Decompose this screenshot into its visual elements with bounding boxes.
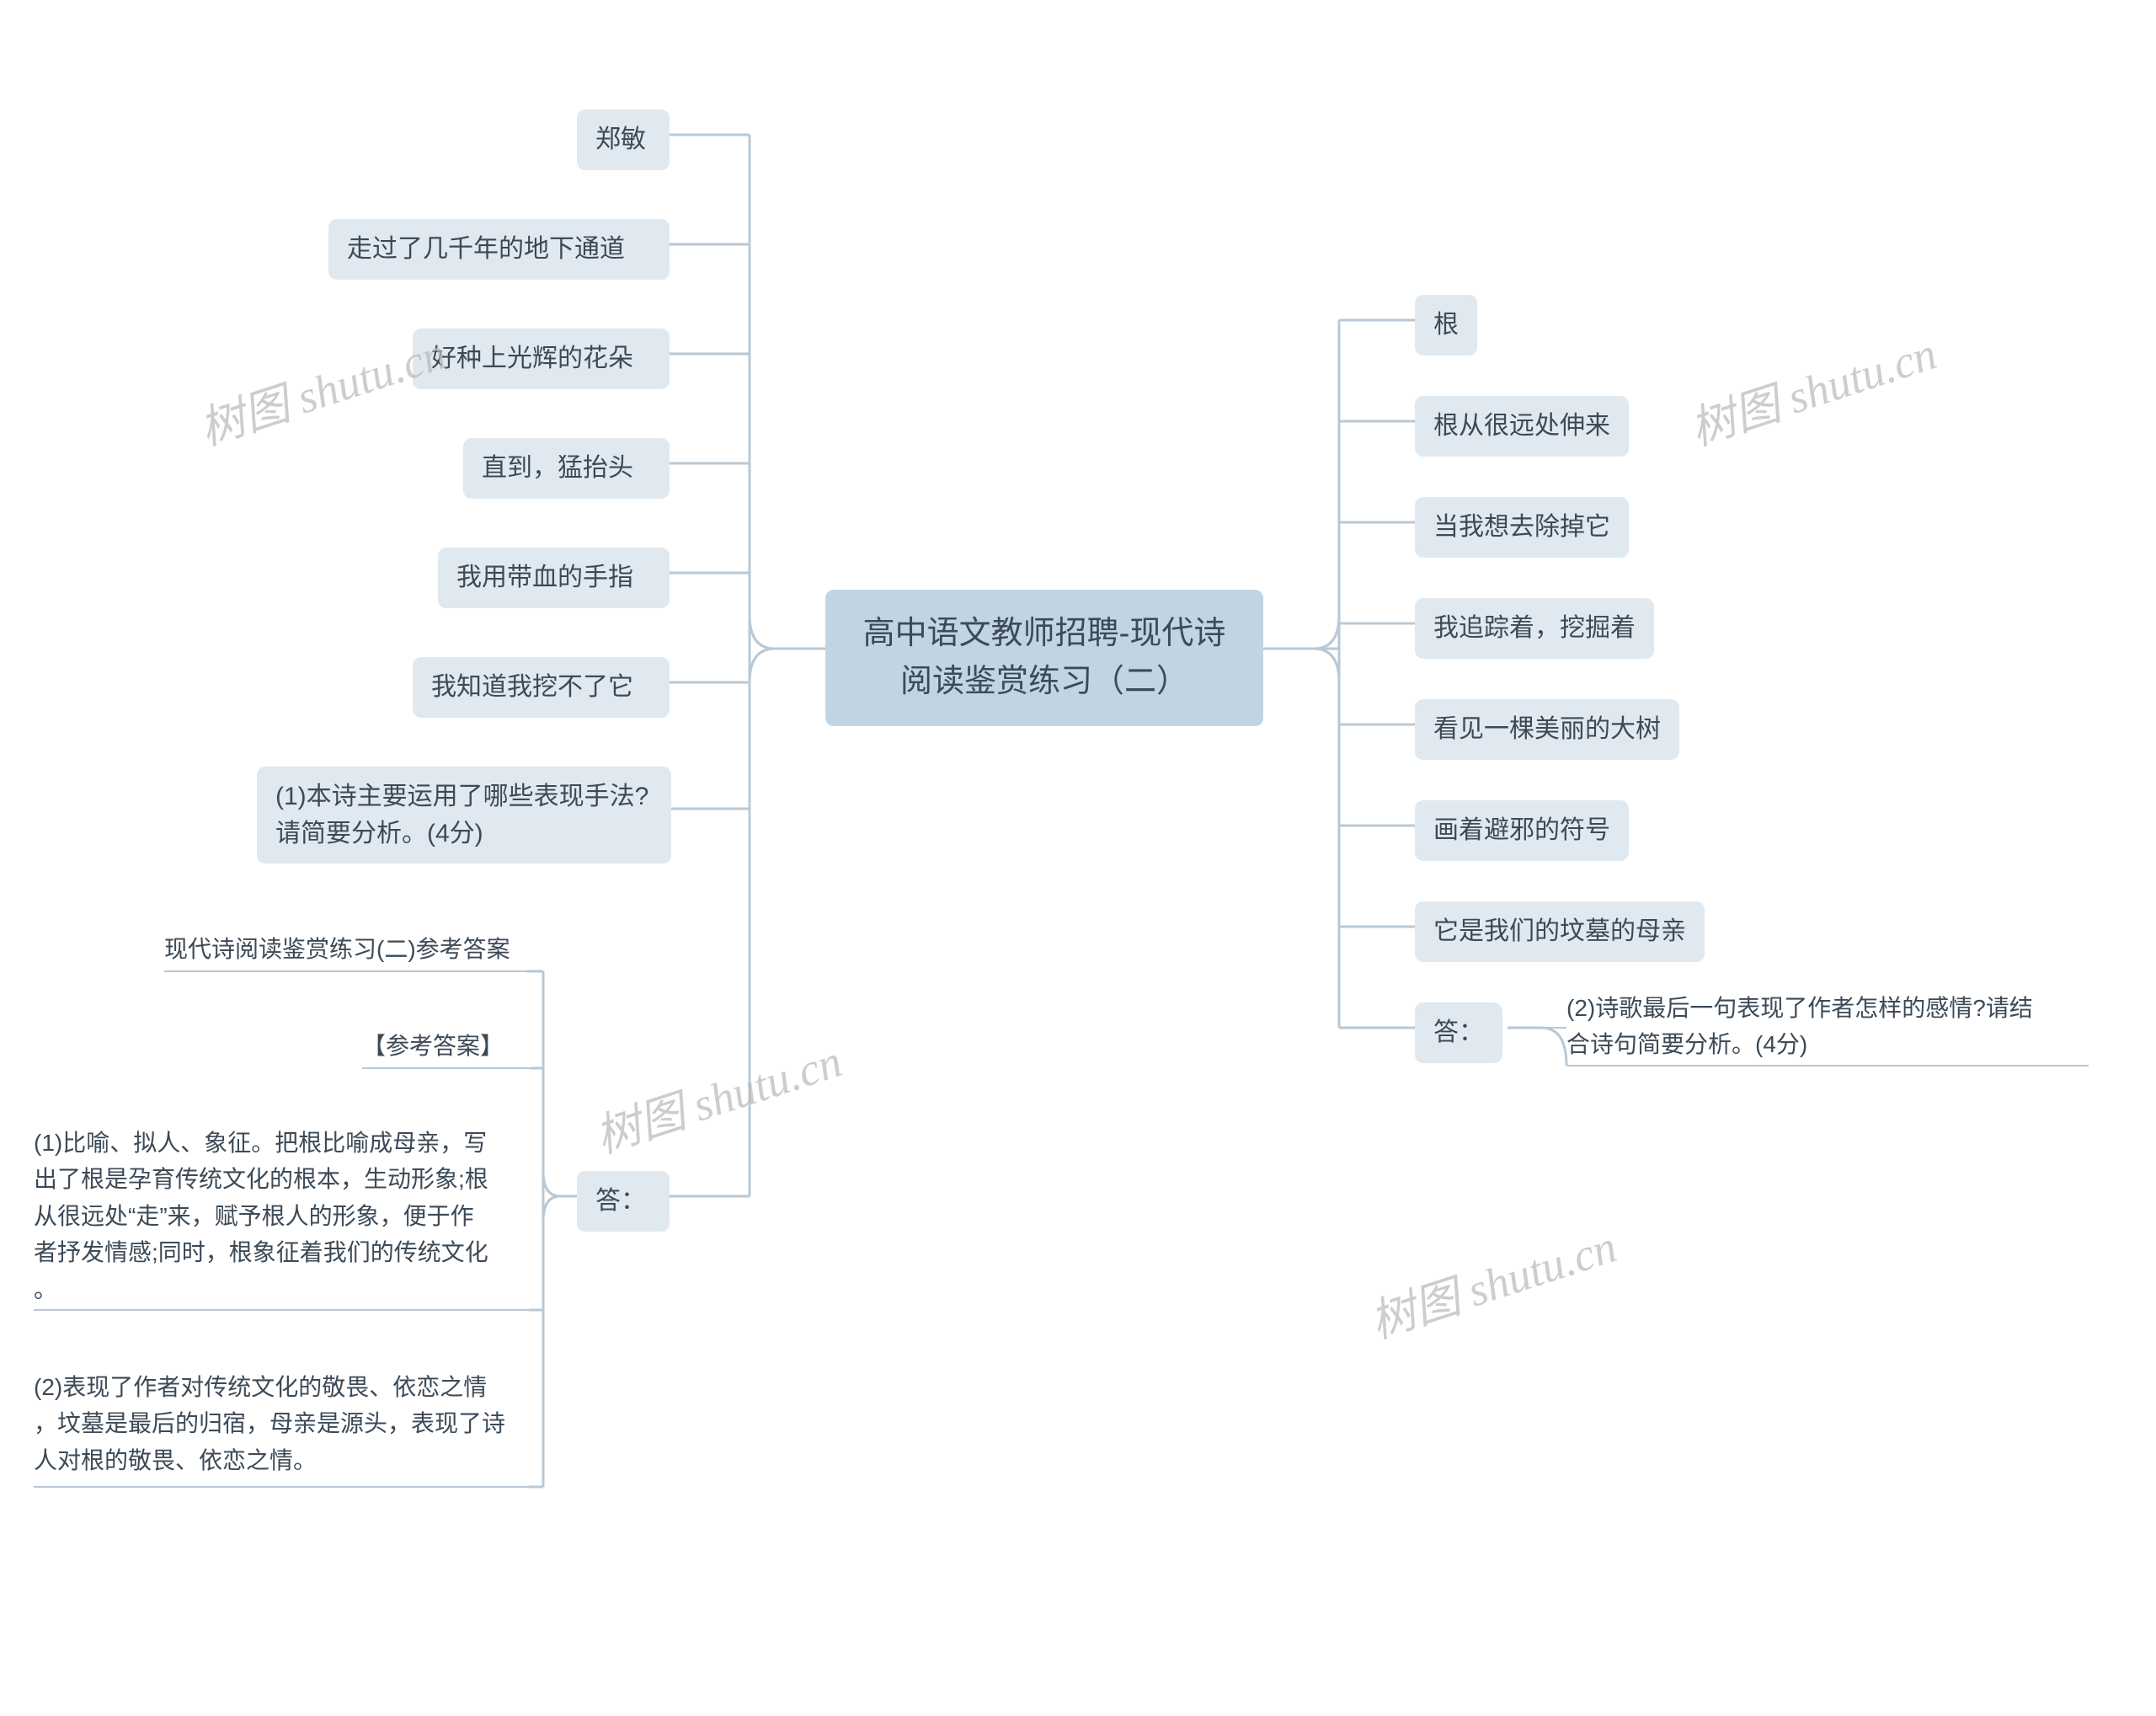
left-stack-0: 现代诗阅读鉴赏练习(二)参考答案 bbox=[164, 931, 526, 967]
left-node-4: 我用带血的手指 bbox=[438, 548, 670, 608]
watermark: 树图 shutu.cn bbox=[1680, 316, 1944, 458]
right-node-3: 我追踪着，挖掘着 bbox=[1415, 598, 1654, 659]
left-node-1: 走过了几千年的地下通道 bbox=[328, 219, 670, 280]
left-stack-2: (1)比喻、拟人、象征。把根比喻成母亲，写出了根是孕育传统文化的根本，生动形象;… bbox=[34, 1125, 529, 1307]
right-node-5: 画着避邪的符号 bbox=[1415, 800, 1629, 861]
right-node-6: 它是我们的坟墓的母亲 bbox=[1415, 901, 1705, 962]
left-node-5: 我知道我挖不了它 bbox=[413, 657, 670, 718]
right-node-2: 当我想去除掉它 bbox=[1415, 497, 1629, 558]
left-node-6: (1)本诗主要运用了哪些表现手法?请简要分析。(4分) bbox=[257, 767, 671, 863]
left-node-7: 答： bbox=[577, 1171, 670, 1232]
right-node-1: 根从很远处伸来 bbox=[1415, 396, 1629, 457]
right-child-plain: (2)诗歌最后一句表现了作者怎样的感情?请结合诗句简要分析。(4分) bbox=[1566, 990, 2089, 1063]
right-node-7: 答： bbox=[1415, 1002, 1502, 1063]
watermark: 树图 shutu.cn bbox=[585, 1024, 849, 1166]
right-node-4: 看见一棵美丽的大树 bbox=[1415, 699, 1679, 760]
left-node-3: 直到，猛抬头 bbox=[463, 438, 670, 499]
left-stack-1: 【参考答案】 bbox=[362, 1028, 531, 1064]
right-node-0: 根 bbox=[1415, 295, 1477, 355]
left-stack-3: (2)表现了作者对传统文化的敬畏、依恋之情，坟墓是最后的归宿，母亲是源头，表现了… bbox=[34, 1369, 529, 1478]
left-node-0: 郑敏 bbox=[577, 110, 670, 170]
left-node-2: 好种上光辉的花朵 bbox=[413, 329, 670, 389]
root-node: 高中语文教师招聘-现代诗阅读鉴赏练习（二） bbox=[825, 590, 1263, 726]
watermark: 树图 shutu.cn bbox=[1360, 1209, 1624, 1351]
